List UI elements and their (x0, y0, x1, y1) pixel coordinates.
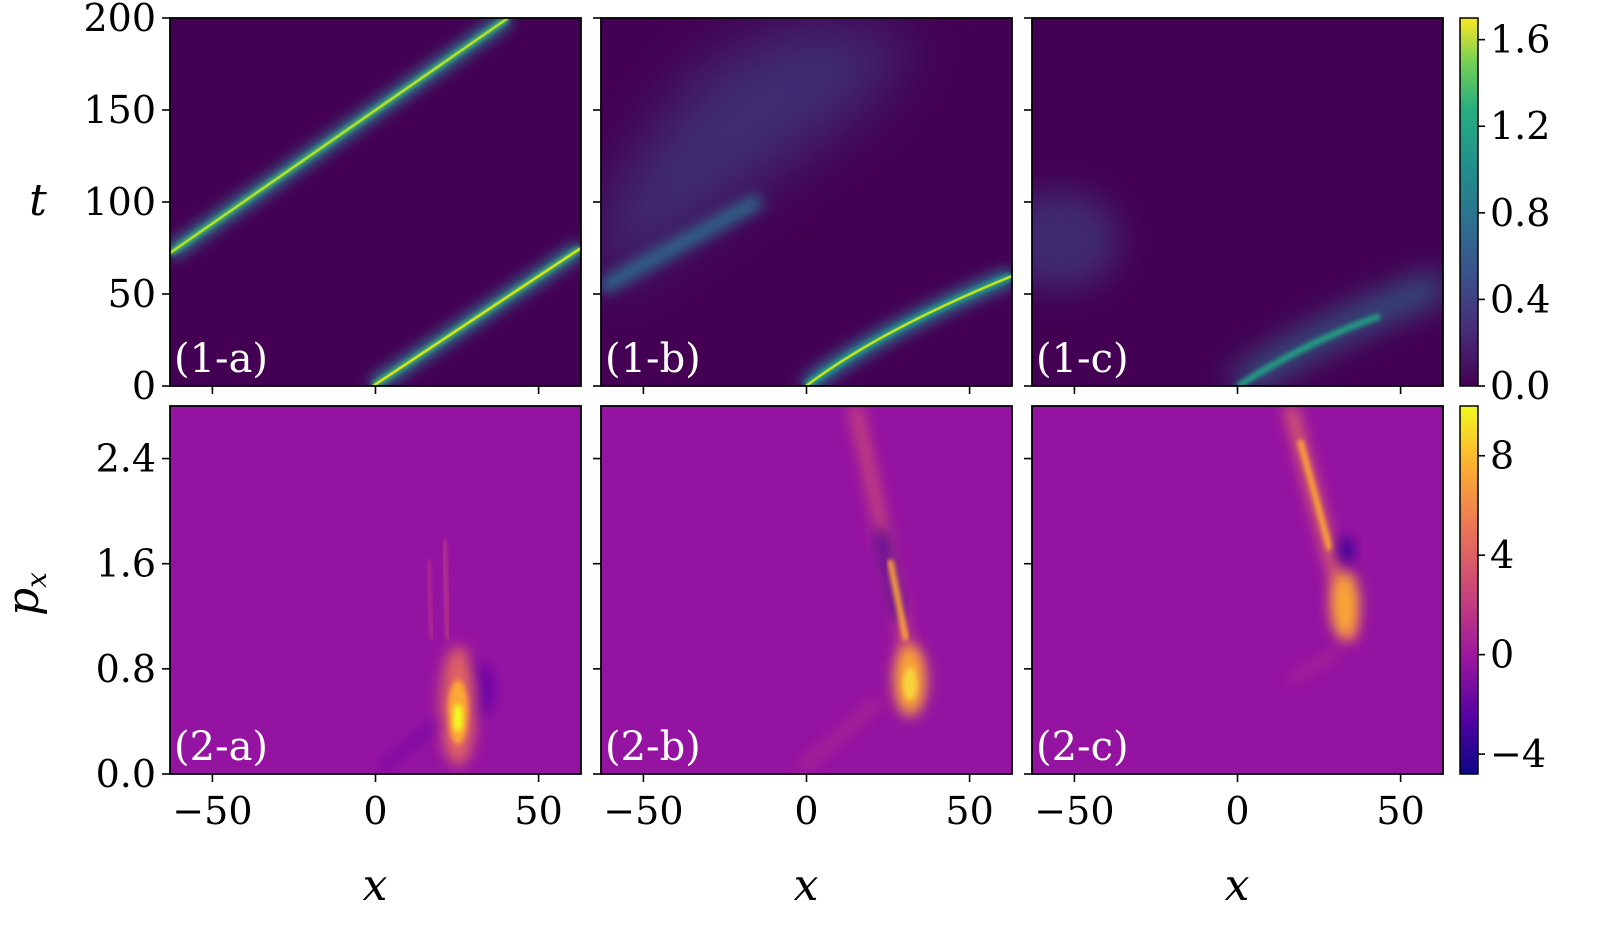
panel-label-2-c: (2-c) (1036, 724, 1129, 770)
heatmap-2-a (170, 406, 581, 774)
colorbar-plasma (1459, 405, 1479, 775)
colorbar-tick-label-1-4: 1.6 (1490, 18, 1550, 62)
y-tick-label-row-1-3: 150 (83, 88, 156, 132)
panel-label-2-b: (2-b) (605, 724, 701, 770)
colorbar-tick-label-2-3: 8 (1490, 434, 1514, 478)
x-tick-label-c-1: 0 (1225, 789, 1249, 833)
colorbar-tick-label-2-2: 4 (1490, 533, 1514, 577)
heatmap-2-b (601, 406, 1012, 774)
x-tick-label-c-2: 50 (1376, 789, 1424, 833)
colorbar-tick-label-1-2: 0.8 (1490, 191, 1550, 235)
panel-label-1-b: (1-b) (605, 336, 701, 382)
x-tick-label-b-2: 50 (945, 789, 993, 833)
y-tick-label-row-2-2: 1.6 (96, 542, 156, 586)
y-tick-label-row-1-2: 100 (83, 180, 156, 224)
heatmap-1-a (170, 18, 581, 386)
y-tick-label-row-2-1: 0.8 (96, 647, 156, 691)
colorbar-tick-label-2-1: 0 (1490, 633, 1514, 677)
y-axis-label-row-2: px (0, 572, 53, 616)
y-tick-label-row-1-1: 50 (108, 272, 156, 316)
x-tick-label-a-0: −50 (172, 789, 252, 833)
panel-label-2-a: (2-a) (174, 724, 268, 770)
x-axis-label-1: x (363, 860, 388, 911)
colorbar-tick-label-1-3: 1.2 (1490, 104, 1550, 148)
y-tick-label-row-1-4: 200 (83, 0, 156, 40)
x-tick-label-a-1: 0 (363, 789, 387, 833)
y-tick-label-row-1-0: 0 (132, 364, 156, 408)
panel-label-1-a: (1-a) (174, 336, 268, 382)
x-axis-label-2: x (794, 860, 819, 911)
y-tick-label-row-2-3: 2.4 (96, 437, 156, 481)
colorbar-tick-label-1-1: 0.4 (1490, 277, 1550, 321)
colorbar-tick-label-2-0: −4 (1490, 732, 1546, 776)
x-tick-label-a-2: 50 (514, 789, 562, 833)
panel-label-1-c: (1-c) (1036, 336, 1129, 382)
heatmap-2-c (1032, 406, 1443, 774)
x-tick-label-b-1: 0 (794, 789, 818, 833)
x-tick-label-c-0: −50 (1034, 789, 1114, 833)
y-axis-label-row-2-main: p (0, 588, 49, 616)
x-tick-label-b-0: −50 (603, 789, 683, 833)
x-axis-label-3: x (1225, 860, 1250, 911)
y-axis-label-row-2-sub: x (20, 572, 53, 588)
heatmap-1-c (1032, 18, 1443, 386)
heatmap-1-b (601, 18, 1012, 386)
y-tick-label-row-2-0: 0.0 (96, 752, 156, 796)
axis-ticks: −50 0 50 −50 0 50 −50 0 50 0 50 100 150 200 0.0 0.4 0.8 1… (83, 0, 1550, 833)
y-axis-label-row-1: t (29, 175, 47, 226)
colorbar-tick-label-1-0: 0.0 (1490, 364, 1550, 408)
colorbar-viridis (1459, 17, 1479, 387)
